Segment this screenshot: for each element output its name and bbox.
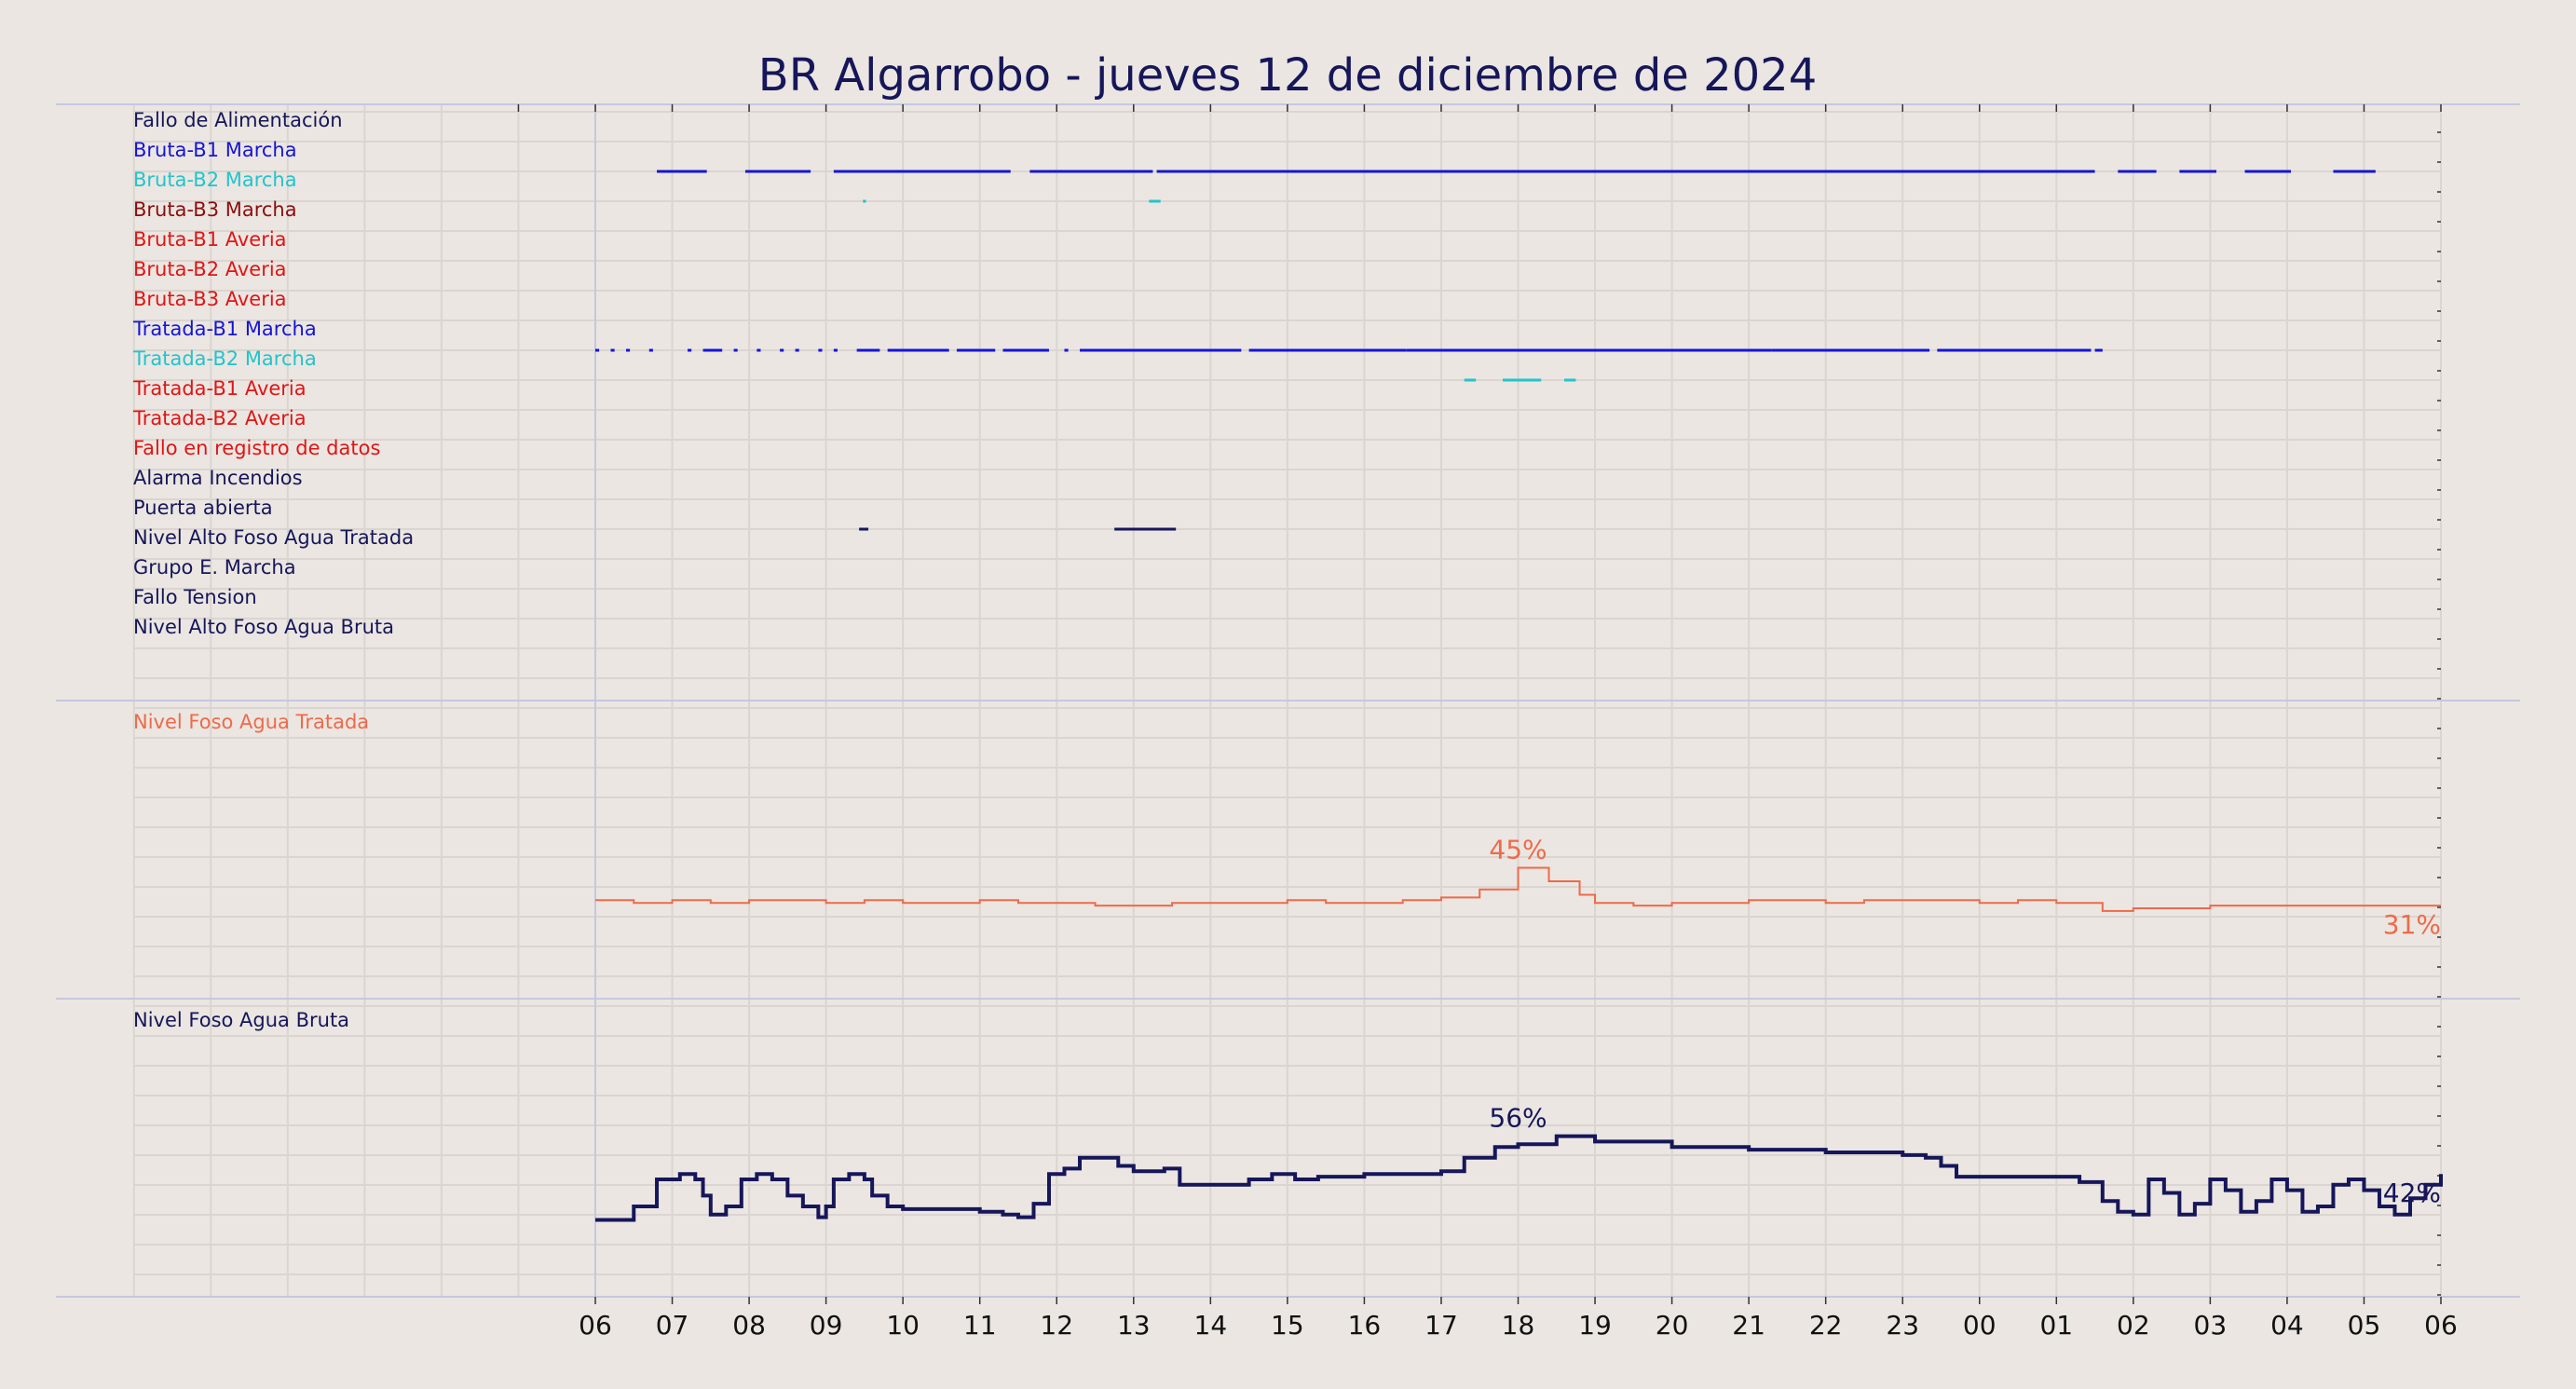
series-line <box>595 1134 2443 1222</box>
signal-label: Alarma Incendios <box>133 467 303 489</box>
x-tick-label: 00 <box>1963 1310 1997 1341</box>
signal-label: Nivel Alto Foso Agua Bruta <box>133 616 394 638</box>
signal-label: Nivel Alto Foso Agua Tratada <box>133 526 414 549</box>
x-tick-label: 07 <box>656 1310 689 1341</box>
signal-label: Bruta-B1 Averia <box>133 228 287 251</box>
series-label: Nivel Foso Agua Bruta <box>133 1009 349 1031</box>
x-tick-label: 12 <box>1040 1310 1073 1341</box>
max-value-label: 45% <box>1489 835 1547 865</box>
x-tick-label: 20 <box>1656 1310 1689 1341</box>
signal-label: Tratada-B2 Averia <box>132 407 307 429</box>
chart-title: BR Algarrobo - jueves 12 de diciembre de… <box>758 49 1817 102</box>
x-tick-label: 11 <box>963 1310 997 1341</box>
x-tick-label: 17 <box>1424 1310 1458 1341</box>
series-line <box>595 866 2441 912</box>
x-tick-label: 13 <box>1117 1310 1151 1341</box>
signal-label: Bruta-B3 Averia <box>133 288 287 310</box>
last-value-label: 31% <box>2383 909 2441 940</box>
signal-label: Tratada-B2 Marcha <box>132 347 317 370</box>
last-value-label: 42% <box>2383 1178 2441 1208</box>
signal-label: Tratada-B1 Averia <box>132 377 307 400</box>
x-tick-label: 22 <box>1809 1310 1843 1341</box>
x-tick-label: 16 <box>1348 1310 1382 1341</box>
x-tick-label: 18 <box>1502 1310 1535 1341</box>
series-label: Nivel Foso Agua Tratada <box>133 711 369 733</box>
signal-label: Bruta-B2 Averia <box>133 258 287 280</box>
signal-label: Puerta abierta <box>133 497 273 519</box>
x-tick-label: 15 <box>1271 1310 1304 1341</box>
x-tick-label: 03 <box>2194 1310 2228 1341</box>
labels-layer: 06 07 08 09 10 11 12 13 14 15 16 17 18 19 20 21 22 23 00 01… <box>132 109 2458 1341</box>
signal-label: Bruta-B3 Marcha <box>133 198 297 221</box>
x-tick-label: 19 <box>1578 1310 1612 1341</box>
signal-label: Bruta-B2 Marcha <box>133 169 297 191</box>
signal-label: Fallo en registro de datos <box>133 437 380 459</box>
signal-label: Bruta-B1 Marcha <box>133 139 297 161</box>
signal-label: Tratada-B1 Marcha <box>132 318 317 340</box>
signal-label: Fallo Tension <box>133 586 257 608</box>
max-value-label: 56% <box>1489 1103 1547 1134</box>
x-tick-label: 06 <box>2424 1310 2458 1341</box>
x-tick-label: 23 <box>1886 1310 1919 1341</box>
x-tick-label: 02 <box>2117 1310 2150 1341</box>
x-tick-label: 05 <box>2348 1310 2381 1341</box>
x-tick-label: 08 <box>732 1310 766 1341</box>
grid-layer <box>56 103 2520 1298</box>
x-tick-label: 14 <box>1194 1310 1228 1341</box>
x-tick-label: 01 <box>2039 1310 2073 1341</box>
x-tick-label: 04 <box>2270 1310 2304 1341</box>
x-tick-label: 09 <box>810 1310 843 1341</box>
x-tick-label: 06 <box>579 1310 612 1341</box>
marks-layer <box>595 170 2443 1222</box>
x-tick-label: 21 <box>1732 1310 1765 1341</box>
x-tick-label: 10 <box>886 1310 920 1341</box>
signal-label: Grupo E. Marcha <box>133 556 296 579</box>
signal-label: Fallo de Alimentación <box>133 109 343 131</box>
